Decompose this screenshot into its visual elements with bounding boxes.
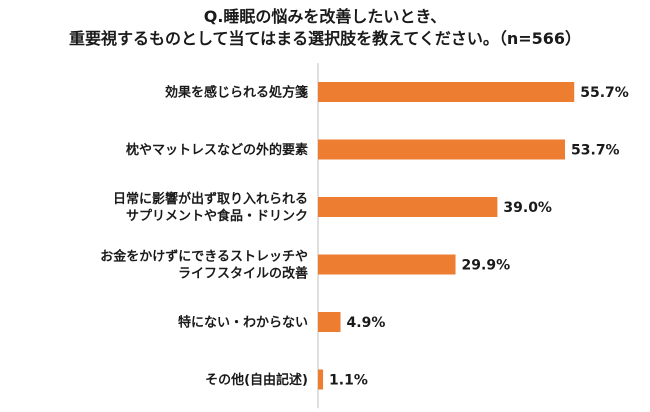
category-label-2-line-0: 日常に影響が出ず取り入れられる [113, 191, 308, 207]
value-label-0: 55.7% [580, 85, 629, 101]
category-label-5: その他(自由記述) [205, 372, 308, 388]
value-label-1: 53.7% [571, 143, 620, 159]
chart-title-line-2: 重要視するものとして当てはまる選択肢を教えてください。（n=566） [68, 29, 582, 48]
value-label-5: 1.1% [329, 373, 368, 389]
category-label-3-line-1: ライフスタイルの改善 [178, 266, 308, 282]
value-labels: 55.7% 53.7% 39.0% 29.9% 4.9% 1.1% [329, 85, 629, 389]
bar-0 [318, 82, 575, 102]
bars [318, 82, 575, 390]
chart-title: Q.睡眠の悩みを改善したいとき、 重要視するものとして当てはまる選択肢を教えてく… [0, 6, 650, 50]
value-label-2: 39.0% [503, 200, 552, 216]
value-label-3: 29.9% [462, 258, 511, 274]
category-label-0: 効果を感じられる処方箋 [165, 85, 308, 101]
category-label-2-line-1: サプリメントや食品・ドリンク [126, 208, 308, 224]
bar-2 [318, 197, 498, 217]
category-label-0-line-0: 効果を感じられる処方箋 [165, 85, 308, 101]
category-label-2: 日常に影響が出ず取り入れられるサプリメントや食品・ドリンク [113, 191, 308, 224]
category-label-3-line-0: お金をかけずにできるストレッチや [100, 249, 308, 265]
value-label-4: 4.9% [347, 315, 386, 331]
category-labels: 効果を感じられる処方箋枕やマットレスなどの外的要素日常に影響が出ず取り入れられる… [100, 85, 308, 389]
bar-3 [318, 254, 456, 275]
bar-1 [318, 139, 566, 160]
category-label-4-line-0: 特にない・わからない [178, 315, 308, 331]
category-label-1-line-0: 枕やマットレスなどの外的要素 [126, 142, 308, 158]
category-label-5-line-0: その他(自由記述) [205, 372, 308, 388]
bar-4 [318, 312, 341, 332]
category-label-1: 枕やマットレスなどの外的要素 [126, 142, 308, 158]
bar-5 [318, 369, 324, 390]
category-label-3: お金をかけずにできるストレッチやライフスタイルの改善 [100, 249, 308, 282]
category-label-4: 特にない・わからない [178, 315, 308, 331]
chart-title-line-1: Q.睡眠の悩みを改善したいとき、 [203, 7, 447, 26]
